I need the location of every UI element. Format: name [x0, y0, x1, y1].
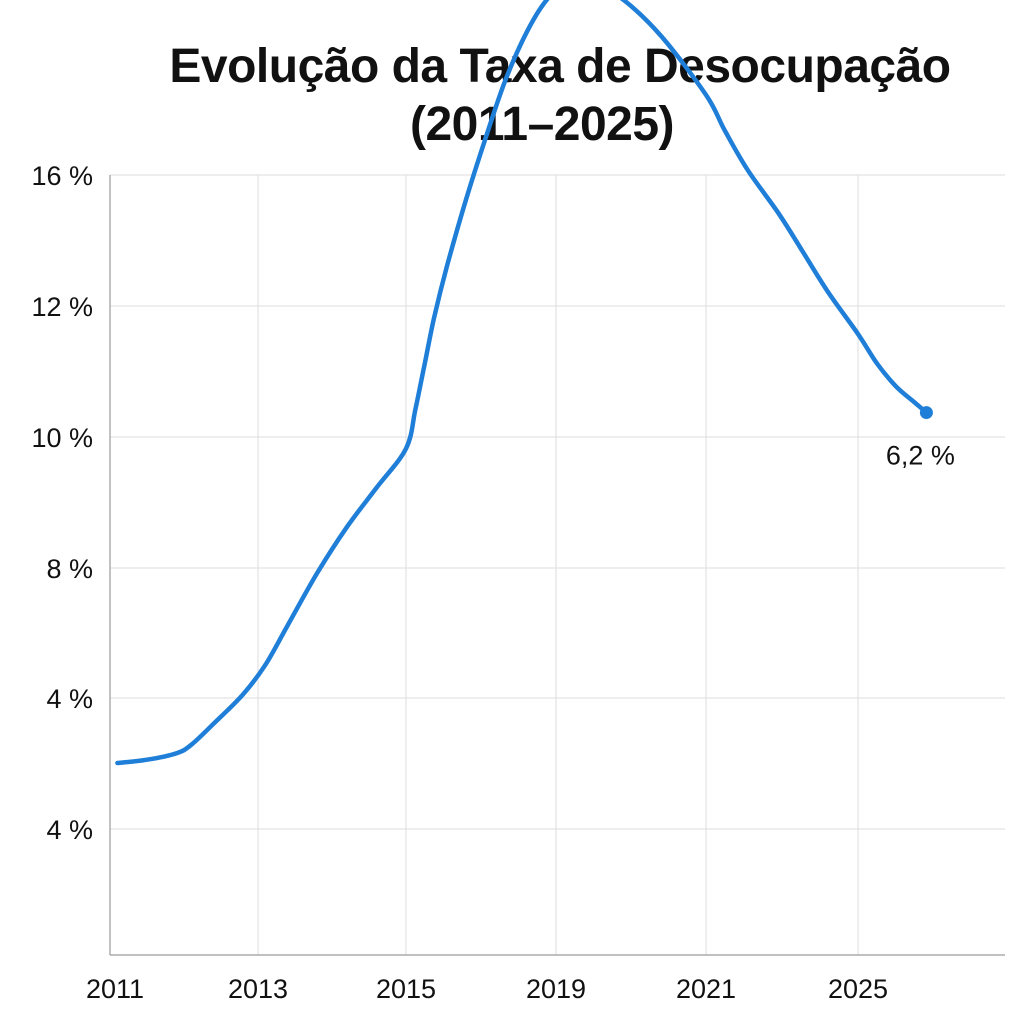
- y-tick-label: 4 %: [46, 684, 93, 714]
- x-tick-label: 2013: [228, 974, 288, 1004]
- x-tick-label: 2021: [676, 974, 736, 1004]
- y-tick-label: 12 %: [31, 292, 93, 322]
- x-tick-label: 2025: [828, 974, 888, 1004]
- chart-title: Evolução da Taxa de Desocupação (2011–20…: [0, 38, 1024, 154]
- x-tick-label: 2019: [526, 974, 586, 1004]
- chart-title-line-2: (2011–2025): [409, 98, 675, 151]
- grid: [110, 174, 1005, 955]
- x-tick-label: 2015: [376, 974, 436, 1004]
- x-tick-label: 2011: [86, 974, 144, 1004]
- endpoint-data-label: 6,2 %: [886, 441, 955, 471]
- y-tick-label: 8 %: [46, 554, 93, 584]
- series-endpoint-marker: [919, 406, 933, 420]
- y-tick-label: 10 %: [31, 423, 93, 453]
- series-line-0: [115, 0, 929, 766]
- y-tick-label: 16 %: [31, 161, 93, 191]
- chart-title-line-1: Evolução da Taxa de Desocupação: [169, 40, 951, 93]
- y-tick-label: 4 %: [46, 815, 93, 845]
